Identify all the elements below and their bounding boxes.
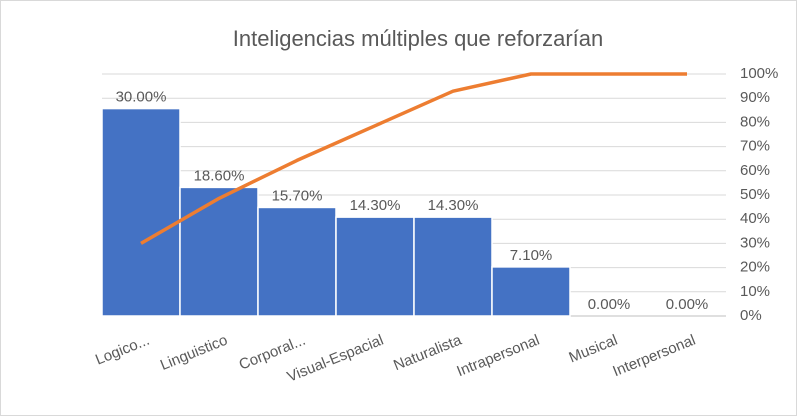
y2-tick-label: 20%	[740, 259, 770, 276]
bar	[179, 186, 259, 317]
y2-tick-label: 70%	[740, 138, 770, 155]
cumulative-line	[140, 72, 687, 245]
bar	[491, 266, 571, 317]
data-label: 14.30%	[428, 197, 479, 214]
bar	[413, 216, 493, 317]
y2-tick-label: 10%	[740, 283, 770, 300]
y2-tick-label: 90%	[740, 89, 770, 106]
bar	[101, 107, 181, 317]
data-label: 14.30%	[350, 197, 401, 214]
y2-tick-label: 100%	[740, 65, 778, 82]
data-label: 15.70%	[272, 187, 323, 204]
y2-tick-label: 50%	[740, 186, 770, 203]
data-label: 30.00%	[116, 89, 167, 106]
y2-tick-label: 30%	[740, 234, 770, 251]
data-label: 0.00%	[666, 296, 709, 313]
data-label: 0.00%	[588, 296, 631, 313]
y2-tick-label: 40%	[740, 210, 770, 227]
chart-title: Inteligencias múltiples que reforzarían	[233, 26, 604, 51]
bar	[335, 216, 415, 317]
data-label: 18.60%	[194, 167, 245, 184]
y2-tick-label: 60%	[740, 162, 770, 179]
y2-tick-label: 80%	[740, 113, 770, 130]
data-label: 7.10%	[510, 247, 553, 264]
bar	[257, 206, 337, 317]
y2-tick-label: 0%	[740, 307, 762, 324]
